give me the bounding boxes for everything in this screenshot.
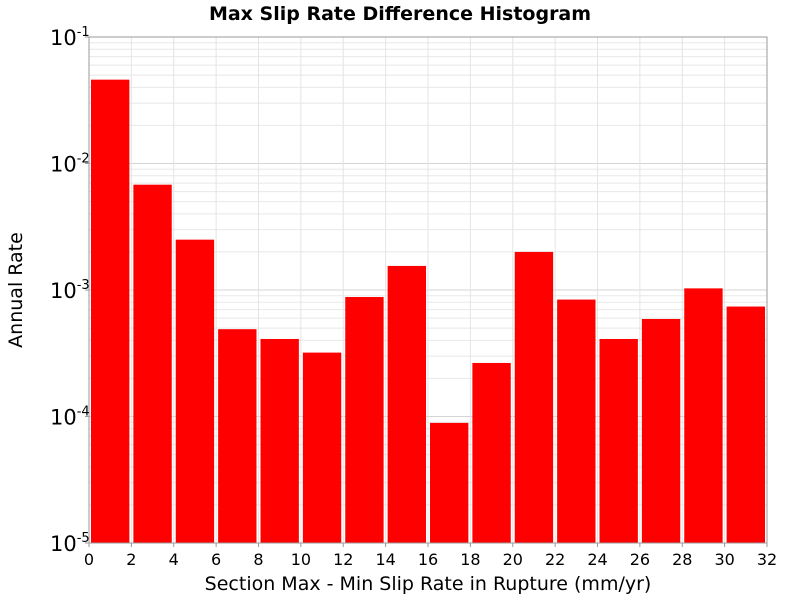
x-tick-label: 10 bbox=[291, 550, 311, 569]
x-tick-label: 14 bbox=[375, 550, 395, 569]
y-tick-base: 10 bbox=[50, 153, 77, 177]
bars bbox=[91, 79, 765, 543]
y-axis-label: Annual Rate bbox=[5, 232, 27, 348]
x-axis-ticks: 0 2 4 6 8 10 12 14 16 18 20 22 24 26 28 30 32 bbox=[84, 543, 777, 569]
histogram-bar bbox=[430, 422, 469, 543]
x-tick-label: 4 bbox=[169, 550, 179, 569]
x-tick-label: 22 bbox=[545, 550, 565, 569]
chart-title: Max Slip Rate Difference Histogram bbox=[209, 3, 591, 25]
y-tick-exponent: -4 bbox=[77, 405, 90, 420]
x-tick-label: 24 bbox=[587, 550, 607, 569]
histogram-bar bbox=[175, 239, 215, 543]
y-tick-base: 10 bbox=[50, 279, 77, 303]
y-tick-exponent: -2 bbox=[77, 152, 90, 167]
y-tick-label: 10-4 bbox=[50, 405, 90, 430]
histogram-bar bbox=[91, 79, 130, 543]
x-tick-label: 6 bbox=[211, 550, 221, 569]
y-axis-ticks: 10-510-410-310-210-1 bbox=[50, 25, 90, 556]
y-tick-base: 10 bbox=[50, 26, 77, 50]
y-tick-base: 10 bbox=[50, 406, 77, 430]
x-tick-label: 12 bbox=[333, 550, 353, 569]
x-tick-label: 0 bbox=[84, 550, 94, 569]
y-tick-label: 10-2 bbox=[50, 152, 90, 177]
x-tick-label: 8 bbox=[253, 550, 263, 569]
x-tick-label: 16 bbox=[418, 550, 438, 569]
x-axis-label: Section Max - Min Slip Rate in Rupture (… bbox=[205, 573, 652, 595]
y-tick-label: 10-1 bbox=[50, 25, 90, 50]
x-tick-label: 28 bbox=[672, 550, 692, 569]
y-tick-label: 10-5 bbox=[50, 531, 90, 556]
histogram-bar bbox=[726, 306, 765, 543]
x-tick-label: 2 bbox=[126, 550, 136, 569]
y-tick-exponent: -3 bbox=[77, 278, 90, 293]
histogram-bar bbox=[345, 297, 384, 543]
histogram-bar bbox=[599, 338, 638, 543]
histogram-bar bbox=[684, 288, 723, 543]
histogram-bar bbox=[133, 184, 172, 543]
x-tick-label: 30 bbox=[714, 550, 734, 569]
y-tick-label: 10-3 bbox=[50, 278, 90, 303]
histogram-bar bbox=[514, 251, 554, 543]
x-tick-label: 26 bbox=[630, 550, 650, 569]
histogram-bar bbox=[557, 299, 596, 543]
y-tick-base: 10 bbox=[50, 532, 77, 556]
histogram-bar bbox=[302, 352, 342, 543]
histogram-bar bbox=[641, 318, 681, 543]
y-tick-exponent: -5 bbox=[77, 531, 90, 546]
histogram-bar bbox=[218, 329, 257, 543]
x-tick-label: 32 bbox=[757, 550, 777, 569]
histogram-bar bbox=[260, 338, 299, 543]
histogram-bar bbox=[387, 265, 426, 543]
y-tick-exponent: -1 bbox=[77, 25, 90, 40]
x-tick-label: 20 bbox=[503, 550, 523, 569]
x-tick-label: 18 bbox=[460, 550, 480, 569]
histogram-bar bbox=[472, 362, 511, 543]
